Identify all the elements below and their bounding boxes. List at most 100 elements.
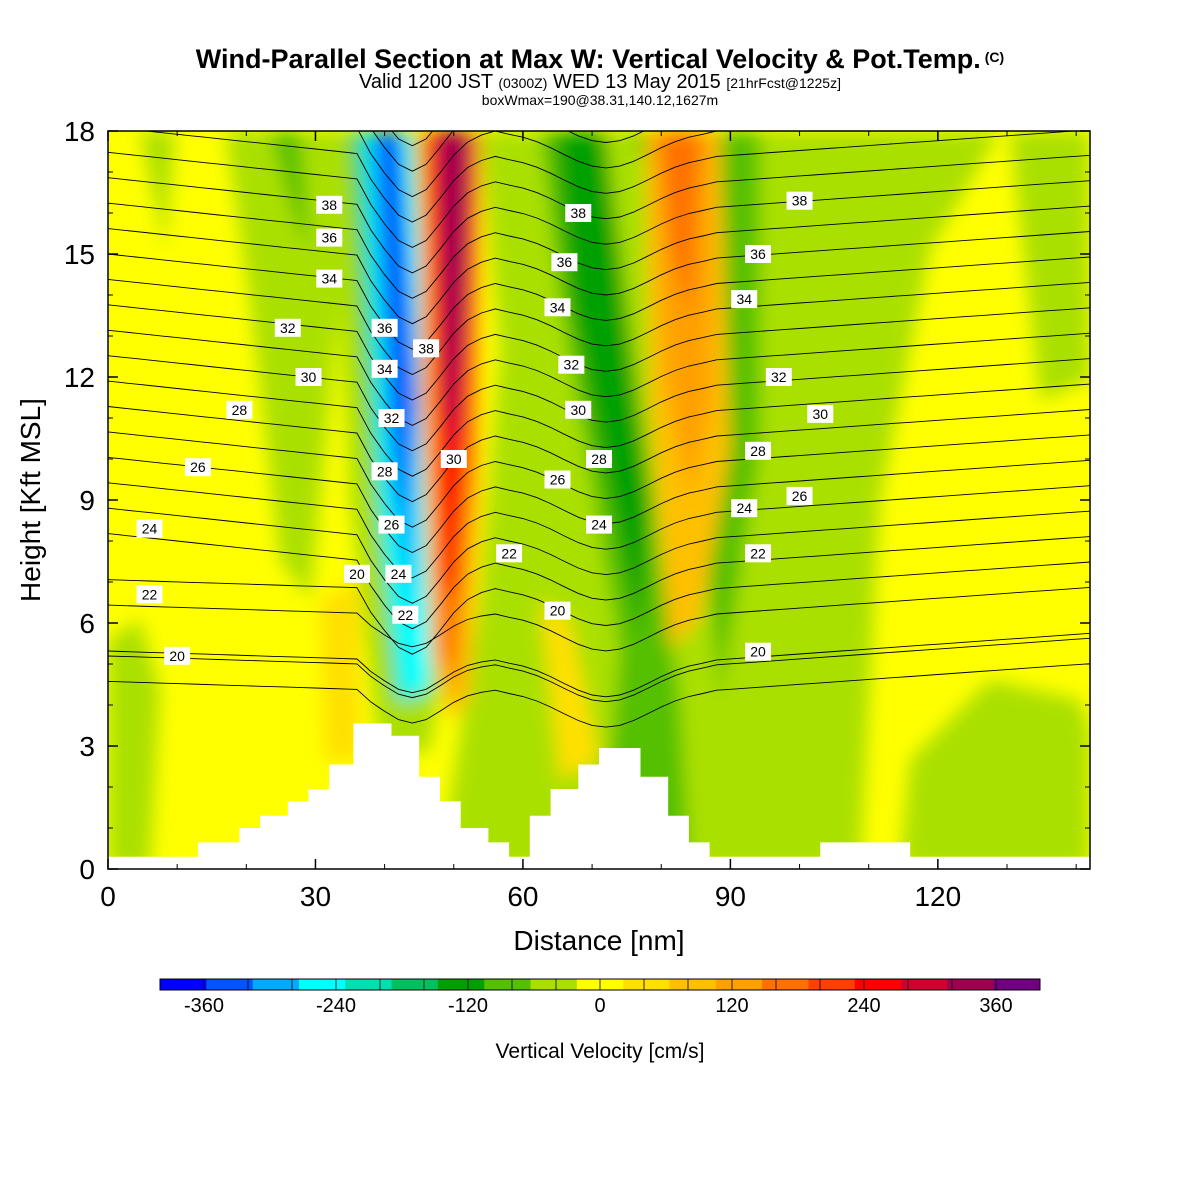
theta-contour-line <box>108 25 1090 120</box>
svg-text:30: 30 <box>301 369 317 385</box>
theta-contour-label: 32 <box>765 368 792 386</box>
svg-text:24: 24 <box>142 521 158 537</box>
svg-text:38: 38 <box>322 197 338 213</box>
theta-contour-label: 30 <box>440 450 467 468</box>
theta-contour-label: 34 <box>371 359 398 378</box>
colorbar-tick-label: 120 <box>715 995 748 1017</box>
y-tick-label: 0 <box>79 854 95 885</box>
colorbar-swatch <box>298 979 346 990</box>
colorbar-tick-label: 240 <box>847 995 880 1017</box>
colorbar-swatch <box>947 979 995 990</box>
svg-text:28: 28 <box>750 443 766 459</box>
colorbar-swatch <box>623 979 670 990</box>
copyright-mark: (C) <box>984 49 1005 65</box>
svg-text:34: 34 <box>322 271 338 287</box>
theta-contour-line <box>108 228 1090 325</box>
svg-text:22: 22 <box>501 545 517 561</box>
theta-contour-line <box>108 533 1090 630</box>
svg-text:36: 36 <box>750 246 766 262</box>
theta-contour-label: 36 <box>316 228 343 247</box>
theta-contour-label: 34 <box>731 290 758 309</box>
chart-subsubtitle: boxWmax=190@38.31,140.12,1627m <box>481 92 719 108</box>
svg-text:24: 24 <box>736 500 752 516</box>
w-band-lightgreen-upper-west <box>140 131 175 250</box>
velocity-field <box>108 131 1090 869</box>
colorbar-swatch <box>160 979 207 990</box>
theta-contour-label: 30 <box>295 368 322 386</box>
svg-text:26: 26 <box>792 488 808 504</box>
svg-text:34: 34 <box>377 361 393 377</box>
colorbar-tick-label: -120 <box>448 995 488 1017</box>
colorbar-swatch <box>715 979 763 990</box>
theta-contour-label: 32 <box>378 409 405 427</box>
w-up2-orange <box>652 131 712 500</box>
y-axis-label: Height [Kft MSL] <box>15 398 46 602</box>
svg-text:34: 34 <box>550 299 566 315</box>
y-tick-label: 15 <box>64 239 95 270</box>
colorbar-swatch <box>854 979 902 990</box>
theta-contour-label: 36 <box>551 253 578 272</box>
theta-contour-label: 26 <box>786 486 813 505</box>
theta-contour-line <box>108 637 1090 703</box>
svg-text:22: 22 <box>398 607 414 623</box>
theta-contour-label: 28 <box>745 441 772 460</box>
y-tick-label: 18 <box>64 116 95 147</box>
colorbar-swatch <box>993 979 1041 990</box>
theta-contour-line <box>142 131 1081 223</box>
colorbar-swatch <box>206 979 254 990</box>
colorbar-swatch <box>437 979 485 990</box>
theta-contour-label: 20 <box>343 564 370 583</box>
x-tick-label: 120 <box>914 881 961 912</box>
theta-contour-line <box>108 586 1090 652</box>
colorbar-swatch <box>808 979 856 990</box>
theta-contour-line <box>108 507 1090 604</box>
chart-title: Wind-Parallel Section at Max W: Vertical… <box>195 44 1005 74</box>
theta-contour-label: 22 <box>496 544 523 563</box>
svg-text:20: 20 <box>169 648 185 664</box>
theta-contour-label: 20 <box>164 646 191 665</box>
svg-text:20: 20 <box>550 603 566 619</box>
colorbar-tick-label: -240 <box>316 995 356 1017</box>
colorbar-tick-label: -360 <box>184 995 224 1017</box>
svg-text:20: 20 <box>750 644 766 660</box>
theta-contour-label: 36 <box>745 245 772 263</box>
w-band-lightgreen-right <box>900 680 1090 869</box>
theta-contour-label: 22 <box>392 605 419 624</box>
theta-contour-line <box>108 561 1090 655</box>
theta-contour-label: 38 <box>565 204 592 222</box>
theta-contour-line <box>108 278 1090 376</box>
y-tick-label: 9 <box>79 485 95 516</box>
theta-contour-line <box>372 131 645 172</box>
colorbar: -360 -240 -120 0 120 240 360 <box>159 978 1041 1017</box>
svg-text:30: 30 <box>446 451 462 467</box>
w-band-lightgreen-mid <box>225 131 340 600</box>
svg-text:28: 28 <box>377 463 393 479</box>
svg-text:36: 36 <box>322 230 338 246</box>
theta-contour-label: 26 <box>544 470 571 489</box>
theta-contour-label: 28 <box>586 450 612 468</box>
svg-text:32: 32 <box>771 369 787 385</box>
theta-contour-label: 22 <box>136 585 163 604</box>
theta-contour-label: 28 <box>371 462 398 481</box>
y-tick-label: 3 <box>79 731 95 762</box>
theta-contour-label: 22 <box>745 544 772 563</box>
w-low-patch-mid <box>540 600 600 780</box>
svg-text:20: 20 <box>349 566 365 582</box>
svg-text:28: 28 <box>232 402 248 418</box>
theta-contour-line <box>108 151 1090 248</box>
theta-contour-line <box>108 632 1090 698</box>
x-axis-label: Distance [nm] <box>513 925 684 956</box>
colorbar-swatch <box>345 979 393 990</box>
theta-contour-line <box>358 131 723 198</box>
x-tick-label: 30 <box>300 881 331 912</box>
theta-contour-label: 26 <box>184 458 211 477</box>
theta-contour-line <box>108 355 1090 452</box>
theta-contour-line <box>108 253 1090 350</box>
svg-text:30: 30 <box>570 402 586 418</box>
colorbar-swatch <box>669 979 717 990</box>
colorbar-swatch <box>901 979 948 990</box>
theta-contour-label: 28 <box>226 400 253 419</box>
theta-contour-line <box>108 663 1090 728</box>
